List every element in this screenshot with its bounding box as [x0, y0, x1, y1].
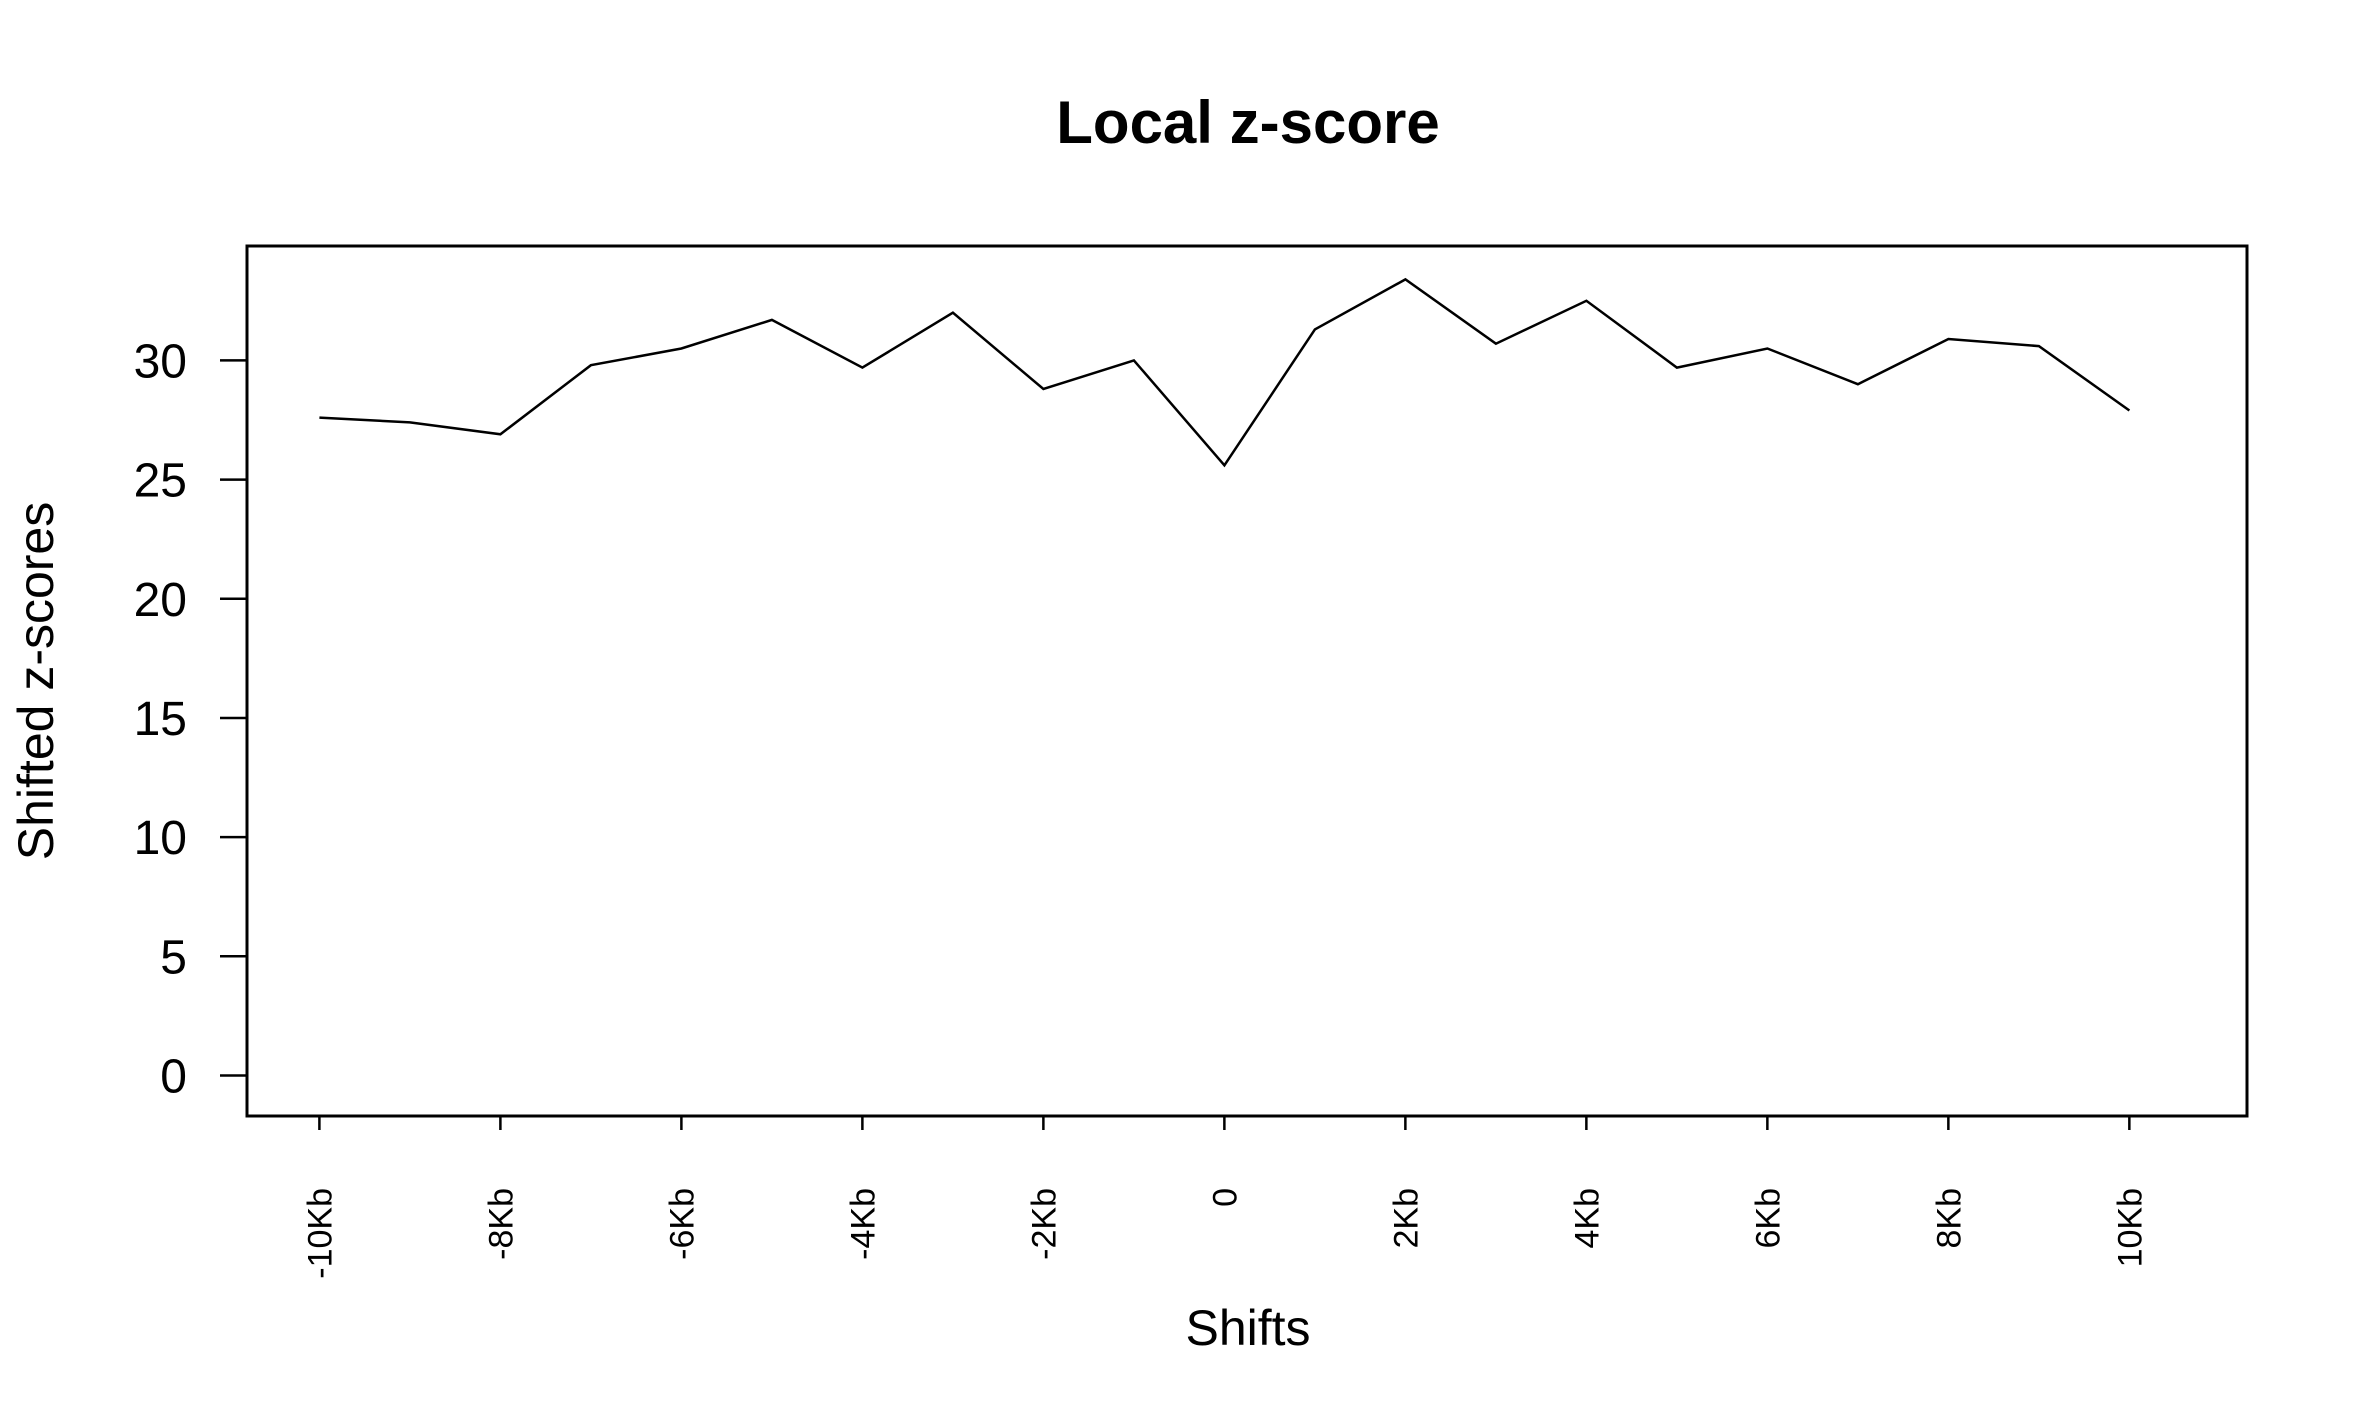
x-axis-label: Shifts [1185, 1300, 1310, 1356]
x-tick-label: 4Kb [1568, 1188, 1606, 1249]
x-tick-label: -10Kb [301, 1188, 339, 1279]
x-tick-label: 2Kb [1387, 1188, 1425, 1249]
series-group [319, 277, 2131, 468]
x-tick-label: -6Kb [663, 1188, 701, 1260]
x-tick-label: -4Kb [844, 1188, 882, 1260]
chart-title: Local z-score [1056, 89, 1439, 156]
y-tick-label: 0 [160, 1050, 187, 1103]
y-tick-label: 10 [134, 812, 187, 865]
plot-frame [245, 244, 2249, 1118]
y-axis: 0 5 10 15 20 25 30 [134, 335, 249, 1103]
x-tick-label: -2Kb [1025, 1188, 1063, 1260]
y-tick-label: 30 [134, 335, 187, 388]
x-axis: -10Kb -8Kb -6Kb -4Kb -2Kb 0 2Kb 4Kb 6Kb 8Kb 10Kb [301, 1114, 2149, 1279]
y-axis-label: Shifted z-scores [8, 502, 64, 860]
x-tick-label: 10Kb [2111, 1188, 2149, 1267]
x-tick-label: 8Kb [1930, 1188, 1968, 1249]
y-tick-label: 20 [134, 574, 187, 627]
y-tick-label: 15 [134, 693, 187, 746]
x-tick-label: 0 [1206, 1188, 1244, 1207]
y-tick-label: 5 [160, 931, 187, 984]
series-line [319, 277, 2131, 468]
y-tick-label: 25 [134, 455, 187, 508]
x-tick-label: -8Kb [482, 1188, 520, 1260]
x-tick-label: 6Kb [1749, 1188, 1787, 1249]
